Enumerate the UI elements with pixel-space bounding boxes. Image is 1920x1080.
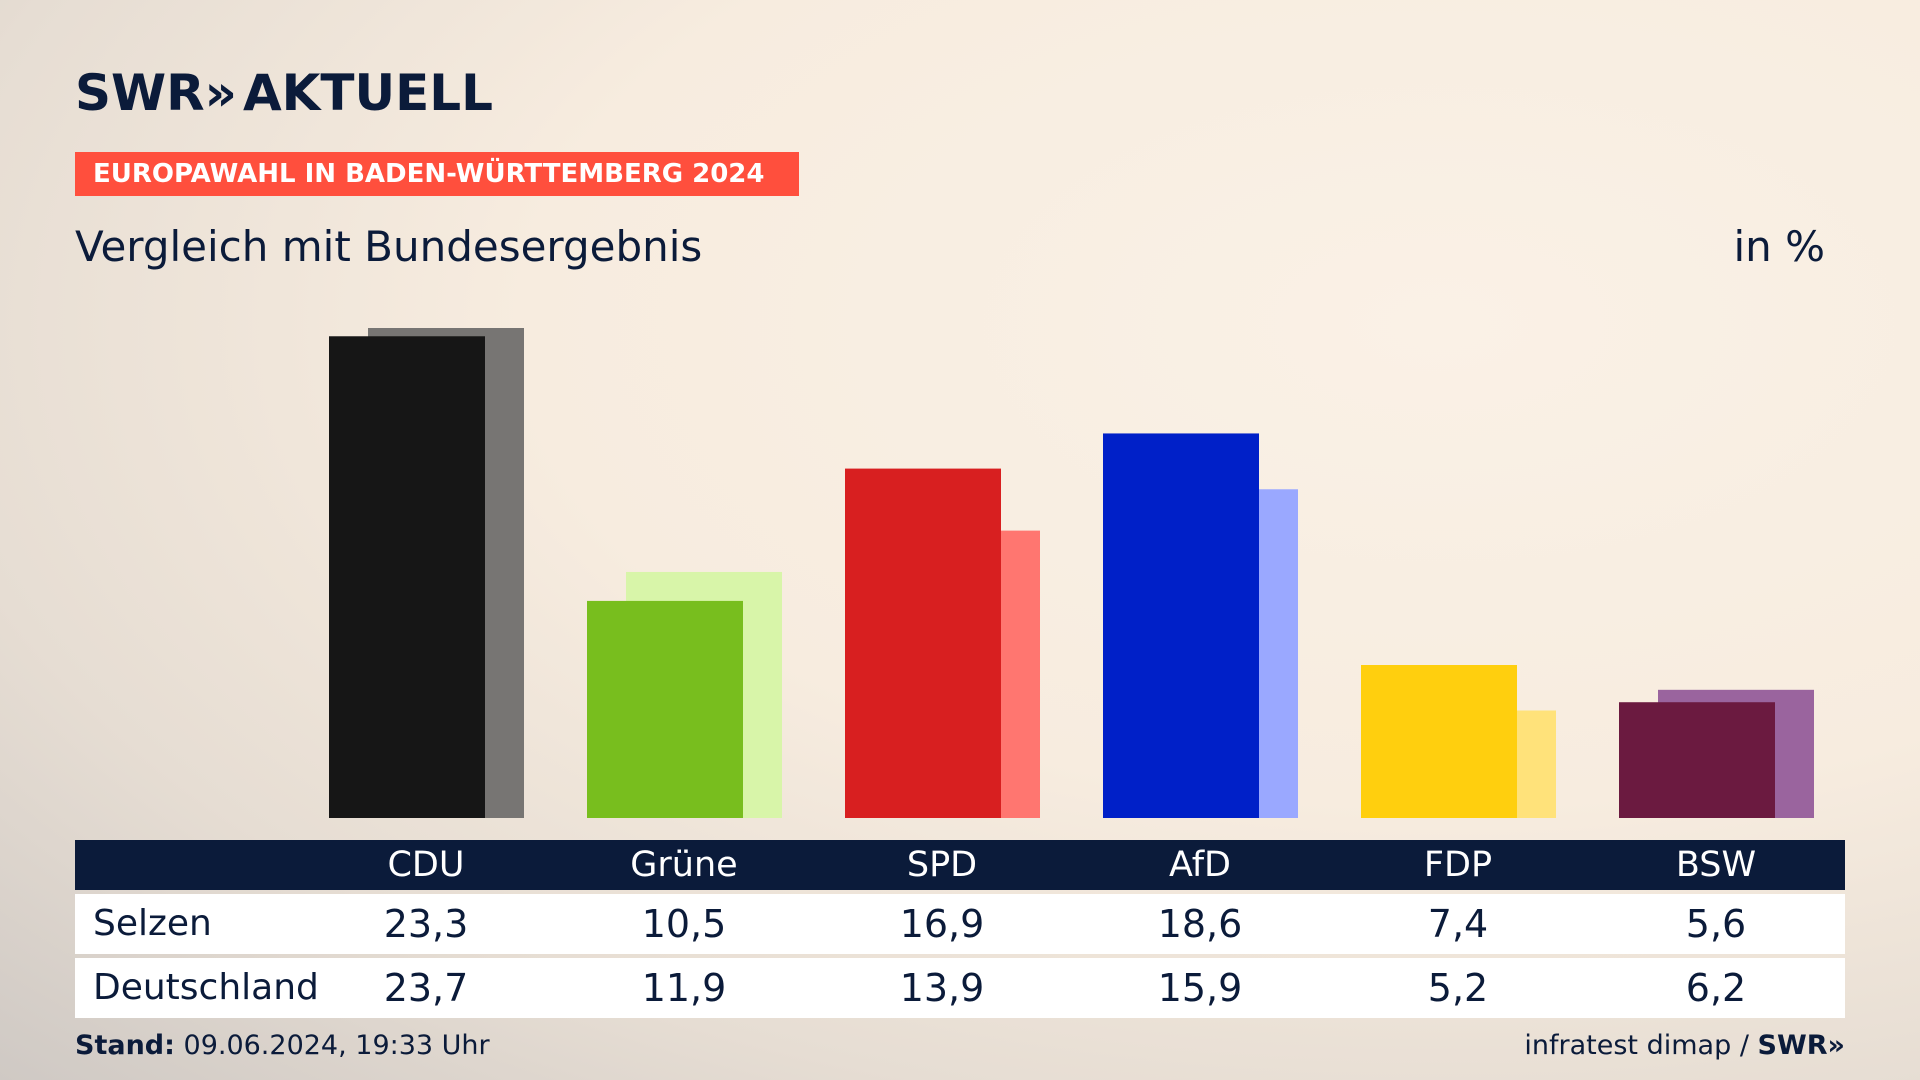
logo-suffix: AKTUELL (242, 64, 494, 122)
source-brand: SWR (1757, 1030, 1828, 1061)
value-cell: 15,9 (1157, 966, 1243, 1010)
results-table: CDU Grüne SPD AfD FDP BSW Selzen 23,3 10,5 16,9… (75, 840, 1845, 1018)
timestamp: Stand: 09.06.2024, 19:33 Uhr (75, 1030, 490, 1061)
table-row: Deutschland 23,7 11,9 13,9 15,9 5,2 6,2 (75, 958, 1845, 1018)
table-header: CDU Grüne SPD AfD FDP BSW (75, 840, 1845, 890)
source-credit: infratest dimap / SWR» (1524, 1030, 1845, 1061)
stand-label: Stand: (75, 1030, 175, 1061)
value-cell: 10,5 (641, 902, 727, 946)
value-cell: 18,6 (1157, 902, 1243, 946)
party-label-bsw: BSW (1675, 845, 1757, 885)
value-cell: 23,7 (383, 966, 469, 1010)
unit-label: in % (1733, 222, 1825, 271)
value-cell: 7,4 (1427, 902, 1489, 946)
stand-value: 09.06.2024, 19:33 Uhr (183, 1030, 490, 1061)
value-cell: 6,2 (1685, 966, 1747, 1010)
value-cell: 5,6 (1685, 902, 1747, 946)
bar-selzen-afd (1103, 433, 1259, 818)
source-text: infratest dimap / (1524, 1030, 1749, 1061)
logo-text: SWR (75, 64, 205, 122)
party-label-grüne: Grüne (630, 845, 738, 885)
bar-selzen-grüne (587, 600, 743, 818)
swr-aktuell-logo: SWR» AKTUELL (75, 64, 493, 122)
party-label-fdp: FDP (1423, 845, 1493, 885)
party-label-spd: SPD (906, 845, 978, 885)
source-chevron: » (1827, 1030, 1845, 1061)
bar-selzen-spd (845, 468, 1001, 818)
value-cell: 5,2 (1427, 966, 1489, 1010)
bar-selzen-fdp (1361, 665, 1517, 818)
value-cell: 11,9 (641, 966, 727, 1010)
chart-subtitle: Vergleich mit Bundesergebnis (75, 222, 703, 271)
row-label: Selzen (93, 903, 212, 944)
table-row: Selzen 23,3 10,5 16,9 18,6 7,4 5,6 (75, 894, 1845, 954)
value-cell: 16,9 (899, 902, 985, 946)
value-cell: 23,3 (383, 902, 469, 946)
row-label: Deutschland (93, 967, 319, 1008)
election-banner: EUROPAWAHL IN BADEN-WÜRTTEMBERG 2024 (75, 152, 799, 196)
bar-selzen-bsw (1619, 702, 1775, 818)
bar-selzen-cdu (329, 336, 485, 818)
party-label-cdu: CDU (387, 845, 465, 885)
value-cell: 13,9 (899, 966, 985, 1010)
party-label-afd: AfD (1169, 845, 1231, 885)
